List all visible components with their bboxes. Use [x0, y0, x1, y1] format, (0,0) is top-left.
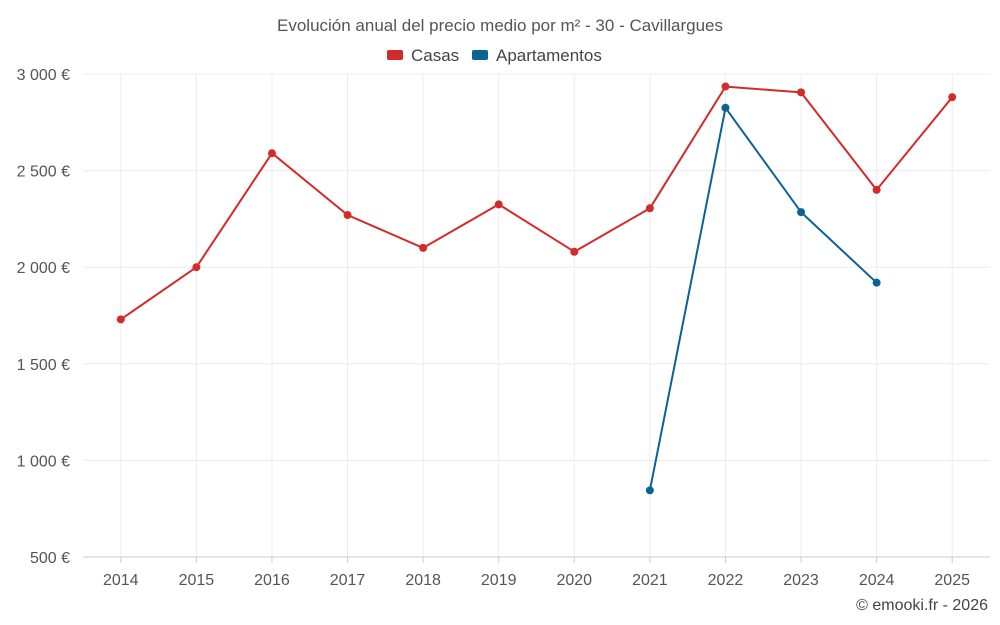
- legend-swatch-apartamentos: [472, 50, 488, 60]
- data-point-casas[interactable]: [570, 247, 579, 256]
- data-point-casas[interactable]: [192, 263, 201, 272]
- series-layer: [116, 82, 957, 495]
- data-point-apartamentos[interactable]: [872, 278, 881, 287]
- y-tick-label: 500 €: [30, 550, 70, 567]
- x-tick-label: 2023: [783, 572, 819, 589]
- x-tick-label: 2022: [708, 572, 744, 589]
- x-tick-label: 2015: [179, 572, 215, 589]
- x-tick-label: 2014: [103, 572, 139, 589]
- data-point-apartamentos[interactable]: [721, 103, 730, 112]
- x-tick-label: 2024: [859, 572, 895, 589]
- y-tick-label: 1 500 €: [17, 357, 70, 374]
- x-tick-label: 2019: [481, 572, 517, 589]
- data-point-casas[interactable]: [948, 93, 957, 102]
- data-point-casas[interactable]: [419, 243, 428, 252]
- data-point-casas[interactable]: [116, 315, 125, 324]
- x-tick-label: 2017: [330, 572, 366, 589]
- data-point-casas[interactable]: [797, 88, 806, 97]
- legend-item-casas[interactable]: Casas: [387, 46, 459, 65]
- x-tick-label: 2020: [556, 572, 592, 589]
- data-point-casas[interactable]: [645, 204, 654, 213]
- data-point-casas[interactable]: [721, 82, 730, 91]
- data-point-apartamentos[interactable]: [645, 486, 654, 495]
- chart-title: Evolución anual del precio medio por m² …: [277, 16, 723, 35]
- legend-label-casas: Casas: [411, 46, 459, 65]
- y-tick-label: 1 000 €: [17, 453, 70, 470]
- series-line-apartamentos: [648, 106, 878, 491]
- data-point-apartamentos[interactable]: [797, 208, 806, 217]
- legend-swatch-casas: [387, 50, 403, 60]
- data-point-casas[interactable]: [267, 149, 276, 158]
- legend-item-apartamentos[interactable]: Apartamentos: [472, 46, 602, 65]
- x-tick-label: 2021: [632, 572, 668, 589]
- y-tick-label: 3 000 €: [17, 67, 70, 84]
- credit-text: © emooki.fr - 2026: [856, 597, 988, 614]
- x-tick-label: 2016: [254, 572, 290, 589]
- axis-layer: 500 € 1 000 € 1 500 € 2 000 € 2 500 € 3 000 €…: [17, 67, 990, 589]
- data-point-casas[interactable]: [343, 211, 352, 220]
- series-line-casas: [120, 85, 953, 321]
- y-tick-label: 2 000 €: [17, 260, 70, 277]
- y-tick-label: 2 500 €: [17, 164, 70, 181]
- x-tick-label: 2018: [405, 572, 441, 589]
- legend: Casas Apartamentos: [387, 46, 602, 65]
- data-point-casas[interactable]: [872, 185, 881, 194]
- x-tick-label: 2025: [934, 572, 970, 589]
- legend-label-apartamentos: Apartamentos: [496, 46, 602, 65]
- grid-layer: [83, 73, 990, 557]
- data-point-casas[interactable]: [494, 200, 503, 209]
